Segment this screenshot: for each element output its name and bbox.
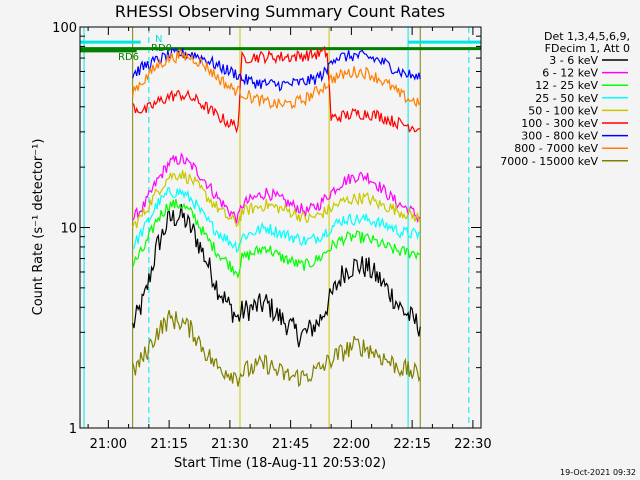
legend-label-7: 800 - 7000 keV: [514, 142, 598, 155]
x-tick-label-0: 21:00: [90, 437, 127, 452]
x-tick-label-5: 22:15: [393, 437, 430, 452]
legend-header-line-1: Det 1,3,4,5,6,9,: [544, 30, 630, 43]
series-line-8: [132, 309, 421, 388]
x-tick-label-6: 22:30: [454, 437, 491, 452]
flag-label-n: N: [155, 34, 162, 45]
legend-label-8: 7000 - 15000 keV: [500, 155, 598, 168]
legend-header-line-2: FDecim 1, Att 0: [545, 42, 630, 55]
flag-bars: [80, 40, 481, 53]
series-line-5: [132, 45, 421, 134]
legend-label-3: 25 - 50 keV: [535, 92, 598, 105]
x-tick-label-2: 21:30: [211, 437, 248, 452]
chart-title: RHESSI Observing Summary Count Rates: [115, 2, 445, 21]
y-axis: 1 10 100: [52, 21, 481, 437]
flag-label-rd0: RD0: [151, 43, 172, 54]
legend-label-2: 12 - 25 keV: [535, 79, 598, 92]
x-axis: 21:00 21:15 21:30 21:45 22:00 22:15 22:30: [87, 27, 492, 452]
y-tick-label-0: 1: [69, 422, 77, 437]
y-axis-label: Count Rate (s⁻¹ detector⁻¹): [31, 139, 46, 316]
x-tick-label-1: 21:15: [150, 437, 187, 452]
series-line-1: [132, 152, 421, 224]
series-line-2: [132, 198, 421, 280]
legend-label-5: 100 - 300 keV: [521, 117, 598, 130]
x-tick-label-4: 22:00: [333, 437, 370, 452]
series-line-4: [132, 170, 421, 229]
timestamp: 19-Oct-2021 09:32: [560, 468, 636, 477]
series-line-6: [132, 47, 421, 92]
y-tick-label-1: 10: [60, 222, 77, 237]
x-axis-label: Start Time (18-Aug-11 20:53:02): [174, 456, 386, 471]
y-tick-label-2: 100: [52, 21, 77, 36]
series-lines: [132, 45, 421, 388]
plot-frame: [79, 26, 482, 429]
series-line-7: [132, 49, 421, 110]
flag-label-rd6: RD6: [118, 52, 139, 63]
legend-label-6: 300 - 800 keV: [521, 130, 598, 143]
legend-label-0: 3 - 6 keV: [549, 54, 598, 67]
legend-label-4: 50 - 100 keV: [528, 104, 598, 117]
x-tick-label-3: 21:45: [272, 437, 309, 452]
legend-label-1: 6 - 12 keV: [542, 67, 598, 80]
series-line-0: [132, 203, 421, 348]
legend: Det 1,3,4,5,6,9, FDecim 1, Att 0 3 - 6 k…: [500, 30, 630, 168]
series-line-3: [132, 186, 421, 254]
